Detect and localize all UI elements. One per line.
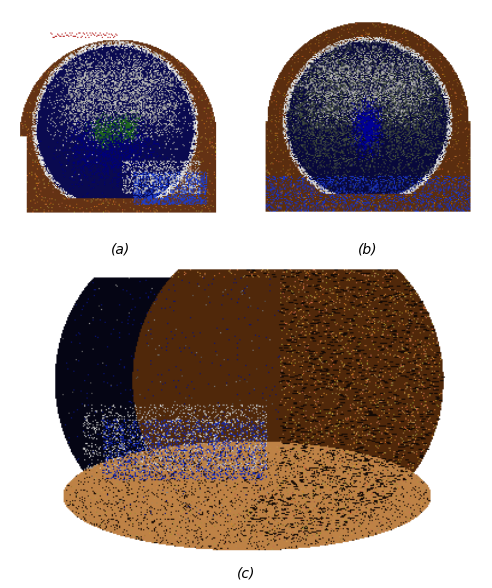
Text: (c): (c) (237, 566, 255, 580)
Text: (a): (a) (111, 243, 130, 257)
Text: (b): (b) (358, 243, 378, 257)
